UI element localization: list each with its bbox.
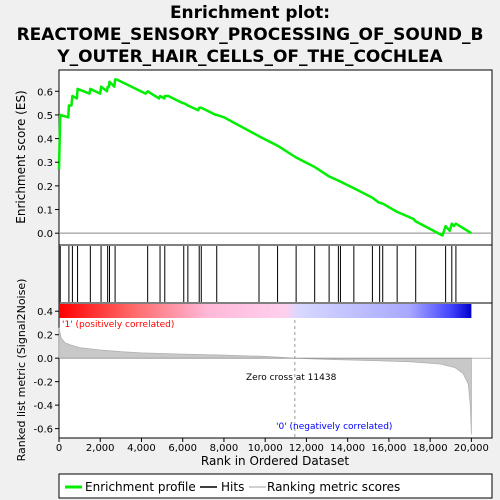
es-ytick-label: 0.6 xyxy=(37,87,53,98)
x-tick-label: 20,000 xyxy=(454,443,489,454)
es-ylabel: Enrichment score (ES) xyxy=(14,90,28,223)
rank-metric-area: 0.4 0.2 0.0 -0.2 -0.4 -0.6 xyxy=(33,304,492,437)
x-tick-label: 4,000 xyxy=(127,443,156,454)
rank-ytick-label: 0.0 xyxy=(37,354,53,365)
rank-ytick-label: 0.4 xyxy=(37,307,53,318)
es-panel xyxy=(58,69,493,246)
rank-ytick-label: 0.2 xyxy=(37,331,53,342)
chart-title-line1: Enrichment plot: xyxy=(170,3,330,23)
enrichment-profile-line xyxy=(57,78,473,237)
es-ytick-label: 0.1 xyxy=(37,206,53,217)
ranking-metric-area xyxy=(58,327,472,435)
pos-correlated-label: '1' (positively correlated) xyxy=(62,320,174,330)
rank-ytick-label: -0.4 xyxy=(33,401,53,412)
es-plot-area: 0.0 0.1 0.2 0.3 0.4 0.5 0.6 xyxy=(37,78,492,240)
x-tick-label: 2,000 xyxy=(86,443,115,454)
x-tick-label: 12,000 xyxy=(289,443,324,454)
chart-title-line3: Y_OUTER_HAIR_CELLS_OF_THE_COCHLEA xyxy=(56,47,443,67)
zero-cross-label: Zero cross at 11438 xyxy=(246,373,337,383)
x-tick-label: 6,000 xyxy=(168,443,197,454)
legend-label-ranking: Ranking metric scores xyxy=(267,480,400,494)
x-tick-label: 14,000 xyxy=(330,443,365,454)
es-ytick-label: 0.0 xyxy=(37,229,53,240)
legend-label-hits: Hits xyxy=(221,480,244,494)
es-ytick-label: 0.4 xyxy=(37,135,53,146)
chart-title-line2: REACTOME_SENSORY_PROCESSING_OF_SOUND_B xyxy=(17,25,484,45)
x-axis: 0 2,000 4,000 6,000 8,000 10,000 12,000 14,000 1… xyxy=(56,438,489,454)
rank-color-bar xyxy=(59,304,472,318)
x-tick-label: 8,000 xyxy=(210,443,239,454)
hits-area xyxy=(59,246,457,302)
es-ytick-label: 0.5 xyxy=(37,111,53,122)
x-axis-label: Rank in Ordered Dataset xyxy=(201,454,349,468)
es-ytick-label: 0.3 xyxy=(37,158,53,169)
rank-ytick-label: -0.6 xyxy=(33,425,53,436)
rank-ylabel: Ranked list metric (Signal2Noise) xyxy=(15,279,28,462)
rank-panel xyxy=(58,302,493,439)
rank-ytick-label: -0.2 xyxy=(33,378,53,389)
es-ytick-label: 0.2 xyxy=(37,182,53,193)
neg-correlated-label: '0' (negatively correlated) xyxy=(276,422,392,432)
x-tick-label: 0 xyxy=(56,443,62,454)
x-tick-label: 10,000 xyxy=(248,443,283,454)
legend-label-profile: Enrichment profile xyxy=(85,480,196,494)
legend-box xyxy=(58,473,493,499)
x-tick-label: 18,000 xyxy=(413,443,448,454)
hits-panel xyxy=(58,244,493,304)
x-tick-label: 16,000 xyxy=(371,443,406,454)
